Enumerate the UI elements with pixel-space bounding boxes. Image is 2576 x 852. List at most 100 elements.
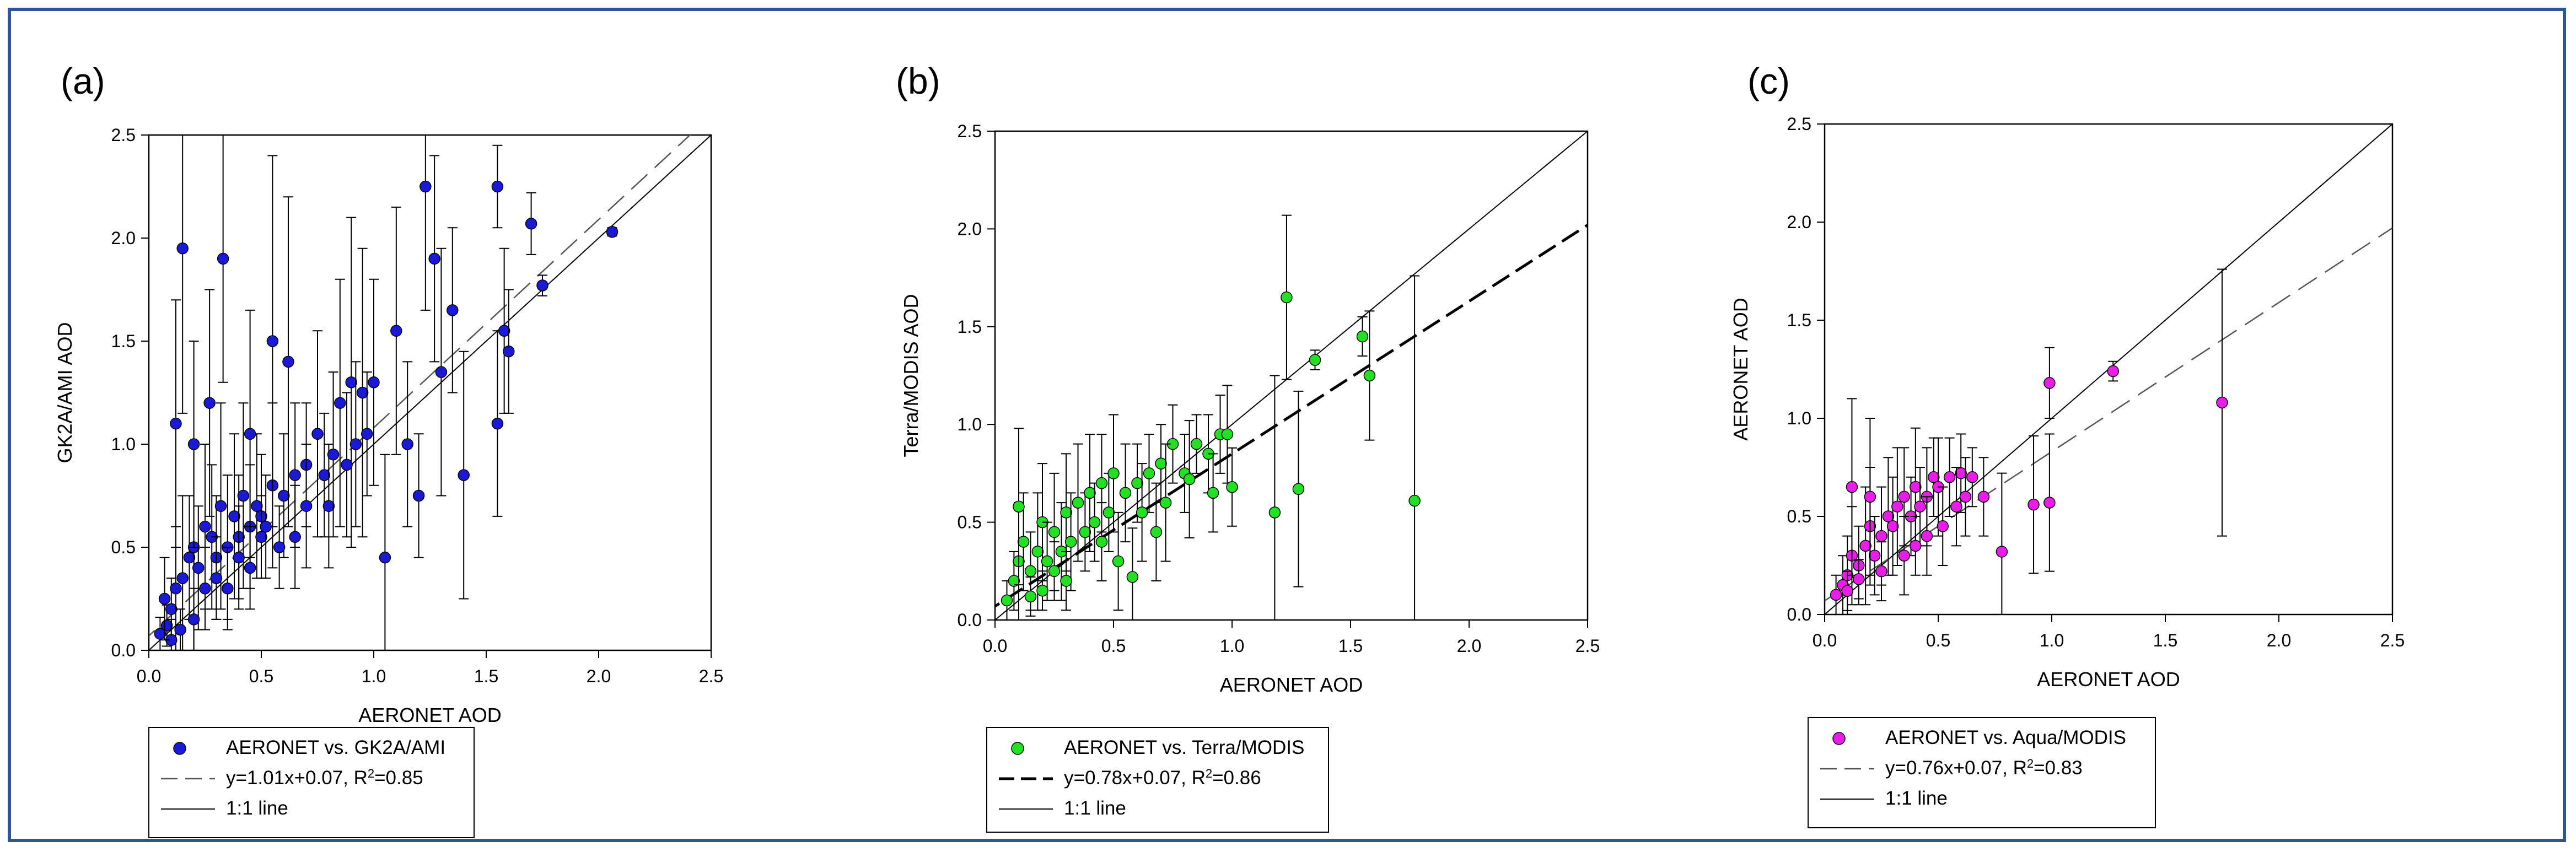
- data-point: [1112, 555, 1125, 568]
- x-tick-label: 0.5: [249, 666, 273, 686]
- y-tick-label: 1.5: [958, 317, 982, 337]
- x-tick-label: 1.0: [2040, 630, 2064, 650]
- data-point: [1910, 540, 1922, 552]
- data-point: [1875, 565, 1887, 578]
- y-tick-label: 1.5: [1787, 310, 1811, 330]
- data-point: [1048, 565, 1061, 578]
- data-point: [2028, 498, 2040, 511]
- panel-letter: (a): [61, 61, 105, 101]
- x-tick-label: 0.5: [1101, 636, 1126, 656]
- legend-label: y=1.01x+0.07, R2=0.85: [226, 767, 423, 789]
- data-point: [525, 218, 537, 230]
- data-point: [1064, 536, 1077, 548]
- panel-letter: (b): [896, 61, 940, 101]
- x-axis: 0.0 0.5 1.0 1.5 2.0 2.5: [1813, 614, 2405, 650]
- data-point: [390, 325, 402, 337]
- data-point: [1356, 330, 1369, 343]
- panel-letter: (c): [1747, 61, 1790, 101]
- data-point: [1024, 590, 1037, 603]
- data-point: [154, 628, 166, 640]
- data-point: [1830, 589, 1842, 601]
- x-axis-label: AERONET AOD: [1220, 673, 1363, 696]
- chart-panel-0: (a) 0.0 0.5 1.0 1.5 2.0 2.5 0.0 0.5 1.0 1.5 2.0 2.5 A…: [53, 61, 723, 838]
- data-point: [192, 562, 205, 574]
- data-point: [1914, 500, 1926, 513]
- data-point: [435, 366, 448, 378]
- data-point: [183, 551, 196, 564]
- data-point: [1095, 536, 1108, 548]
- y-tick-label: 0.5: [111, 537, 136, 557]
- data-point: [458, 469, 470, 481]
- data-point: [412, 489, 425, 502]
- data-point: [1024, 565, 1037, 578]
- legend-box: [1808, 717, 2156, 828]
- data-point: [322, 500, 335, 512]
- data-point: [1095, 477, 1108, 489]
- data-point: [300, 500, 313, 512]
- data-point: [1001, 594, 1013, 607]
- legend-label: 1:1 line: [226, 797, 288, 819]
- data-point: [1008, 575, 1020, 587]
- data-point: [1853, 573, 1865, 585]
- data-point: [1150, 526, 1163, 538]
- y-tick-label: 1.5: [111, 331, 136, 351]
- data-point: [1943, 471, 1956, 483]
- data-point: [361, 428, 373, 440]
- data-point: [1107, 467, 1120, 479]
- legend-marker-icon: [1011, 742, 1024, 755]
- data-point: [233, 551, 245, 564]
- x-tick-label: 0.0: [983, 636, 1007, 656]
- data-point: [174, 623, 186, 636]
- data-point: [1937, 520, 1949, 532]
- data-point: [311, 428, 324, 440]
- data-point: [1226, 481, 1238, 493]
- data-point: [1864, 490, 1876, 503]
- data-point: [2107, 365, 2119, 378]
- x-tick-label: 2.5: [1575, 636, 1600, 656]
- x-tick-label: 2.5: [699, 666, 723, 686]
- data-point: [222, 583, 234, 595]
- data-point: [1292, 483, 1305, 495]
- plot-area-frame: [1824, 123, 2394, 616]
- data-point: [244, 562, 256, 574]
- data-point: [1031, 546, 1044, 558]
- data-point: [1190, 438, 1203, 450]
- x-tick-label: 0.0: [137, 666, 161, 686]
- data-point: [356, 386, 369, 399]
- data-point: [1155, 457, 1167, 470]
- data-points: [1830, 268, 2228, 615]
- data-point: [1959, 490, 1972, 503]
- x-axis-label: AERONET AOD: [2037, 668, 2180, 691]
- y-axis-label: AERONET AOD: [1729, 298, 1752, 440]
- figure-canvas: (a) 0.0 0.5 1.0 1.5 2.0 2.5 0.0 0.5 1.0 1.5 2.0 2.5 A…: [53, 61, 2405, 838]
- y-tick-label: 2.5: [1787, 114, 1811, 134]
- data-point: [199, 520, 211, 533]
- legend-label: 1:1 line: [1885, 788, 1948, 809]
- regression-line: [1825, 227, 2392, 602]
- data-point: [203, 397, 216, 409]
- data-point: [1119, 487, 1132, 499]
- data-points: [1001, 214, 1421, 621]
- data-point: [1875, 530, 1887, 542]
- data-point: [266, 335, 279, 347]
- legend-label: AERONET vs. Aqua/MODIS: [1885, 727, 2126, 748]
- x-tick-label: 1.5: [1338, 636, 1363, 656]
- y-tick-label: 0.0: [958, 610, 982, 630]
- data-point: [1036, 585, 1048, 597]
- data-point: [1126, 571, 1139, 583]
- data-point: [237, 489, 250, 502]
- data-point: [1268, 506, 1281, 519]
- data-point: [1868, 549, 1881, 562]
- figure-frame: (a) 0.0 0.5 1.0 1.5 2.0 2.5 0.0 0.5 1.0 1.5 2.0 2.5 A…: [8, 8, 2566, 842]
- data-point: [260, 520, 272, 533]
- data-point: [1159, 497, 1172, 509]
- x-tick-label: 1.5: [2153, 630, 2177, 650]
- x-tick-label: 2.0: [587, 666, 611, 686]
- data-point: [170, 583, 182, 595]
- data-point: [1013, 500, 1025, 513]
- data-point: [1221, 428, 1234, 440]
- plot-lines: [995, 131, 1588, 620]
- legend-box: [148, 727, 475, 838]
- legend-marker-icon: [173, 742, 186, 755]
- data-point: [349, 438, 362, 450]
